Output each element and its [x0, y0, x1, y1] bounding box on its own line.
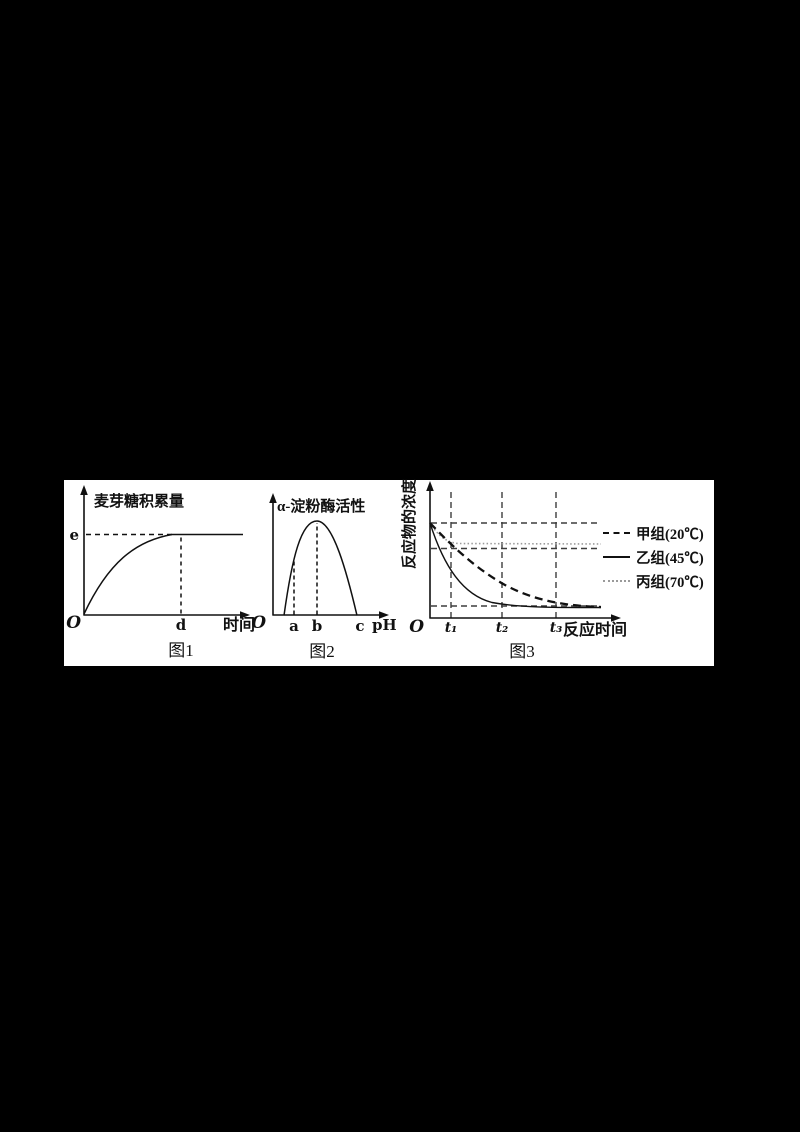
- legend-item-bing: 丙组(70℃): [603, 569, 715, 593]
- figure2-x-axis-arrow-icon: [379, 611, 389, 619]
- figure2-x-tick-b: b: [312, 617, 323, 635]
- figure3-curve-bing-dotted: [429, 522, 602, 545]
- figure3-chart: O t₁ t₂ t₃ 反应时间 反应物的浓度: [400, 478, 627, 639]
- figure1-origin-label: O: [66, 613, 81, 633]
- figure3-x-axis-arrow-icon: [611, 614, 621, 622]
- figure2-curve: [283, 520, 358, 616]
- figure1-x-axis-label: 时间: [223, 615, 255, 634]
- figure3-x-tick-t1: t₁: [445, 620, 458, 636]
- figure2-origin-label: O: [252, 613, 266, 633]
- figure2-y-axis-arrow-icon: [269, 493, 277, 503]
- figure3-legend: 甲组(20℃) 乙组(45℃) 丙组(70℃): [603, 521, 715, 593]
- figure1-y-axis-label: 麦芽糖积累量: [94, 492, 184, 510]
- dotted-line-sample-icon: [603, 580, 630, 582]
- figure3-curve-jia-dashed: [429, 522, 602, 609]
- figure3-curve-yi-solid: [429, 522, 602, 609]
- figure2-caption: 图2: [309, 642, 335, 661]
- legend-label-yi: 乙组(45℃): [636, 550, 704, 567]
- figure3-caption: 图3: [509, 642, 535, 661]
- figure1-curve: [83, 533, 243, 615]
- figure-strip: e O d 时间 麦芽糖积累量 图1 O a b c pH α-淀粉酶活性: [64, 478, 714, 666]
- figure3-x-axis-label: 反应时间: [563, 620, 627, 639]
- figure3-origin-label: O: [409, 617, 424, 637]
- figure2-chart: O a b c pH α-淀粉酶活性: [252, 493, 397, 635]
- figure1-caption: 图1: [168, 641, 194, 660]
- figure3-x-tick-t3: t₃: [550, 620, 563, 636]
- figure3-y-axis-label: 反应物的浓度: [400, 478, 418, 569]
- legend-item-jia: 甲组(20℃): [603, 521, 715, 545]
- figure1-chart: e O d 时间 麦芽糖积累量: [66, 485, 255, 634]
- figure3-x-tick-t2: t₂: [496, 620, 509, 636]
- figure3-y-axis-arrow-icon: [426, 481, 434, 491]
- figure1-x-tick-label: d: [176, 616, 187, 634]
- figure2-y-axis-label: α-淀粉酶活性: [277, 497, 365, 515]
- figure1-y-tick-label: e: [69, 526, 79, 544]
- figure2-x-tick-c: c: [355, 617, 364, 635]
- figure2-x-tick-a: a: [289, 617, 299, 635]
- solid-line-sample-icon: [603, 556, 630, 558]
- figure1-y-axis-arrow-icon: [80, 485, 88, 495]
- legend-item-yi: 乙组(45℃): [603, 545, 715, 569]
- legend-label-bing: 丙组(70℃): [636, 574, 704, 591]
- dashed-line-sample-icon: [603, 532, 630, 534]
- legend-label-jia: 甲组(20℃): [636, 526, 704, 543]
- figure1-x-axis-arrow-icon: [240, 611, 250, 619]
- figure2-x-axis-label: pH: [372, 616, 397, 634]
